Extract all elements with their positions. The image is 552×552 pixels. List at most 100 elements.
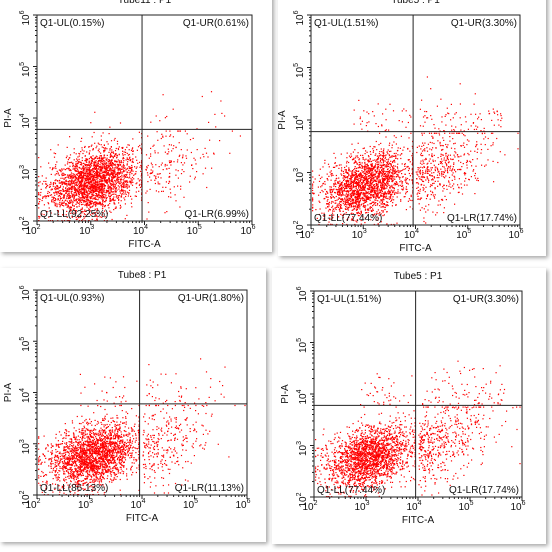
event-dot [118,162,121,164]
event-dot [354,195,356,197]
event-dot [382,169,384,171]
event-dot [81,157,83,159]
event-dot [130,181,132,183]
event-dot [381,173,383,175]
event-dot [364,172,366,174]
event-dot [122,156,124,159]
event-dot [103,190,105,192]
event-dot [43,214,45,216]
event-dot [332,205,334,207]
event-dot [401,183,403,185]
event-dot [95,173,97,175]
event-dot [345,186,347,188]
event-dot [435,147,437,149]
event-dot [125,174,127,176]
event-dot [92,180,94,182]
event-dot [139,179,141,181]
event-dot [123,181,125,183]
event-dot [348,175,350,177]
event-dot [100,157,102,160]
event-dot [341,191,344,193]
event-dot [338,192,340,194]
event-dot [50,173,52,175]
event-dot [431,167,433,169]
event-dot [379,181,382,183]
quadrant-label-ul: Q1-UL(0.15%) [40,18,104,29]
event-dot [110,153,112,155]
event-dot [372,194,374,196]
event-dot [383,188,386,190]
event-dot [379,181,381,183]
event-dot [219,140,221,142]
event-dot [81,167,83,169]
event-dot [171,150,173,152]
event-dot [103,176,105,178]
event-dot [360,175,362,177]
event-dot [82,184,84,186]
event-dot [397,189,399,191]
event-dot [454,151,456,153]
event-dot [434,132,436,134]
event-dot [364,165,366,167]
event-dot [97,173,99,175]
event-dot [120,170,122,173]
event-dot [75,181,77,183]
event-dot [377,223,379,225]
event-dot [399,171,401,173]
event-dot [330,173,332,175]
event-dot [367,188,369,191]
event-dot [355,198,357,200]
event-dot [135,167,137,169]
event-dot [116,155,118,157]
event-dot [69,176,72,178]
event-dot [338,216,340,218]
event-dot [370,160,373,163]
event-dot [102,168,104,170]
event-dot [437,204,439,206]
event-dot [86,179,88,181]
event-dot [102,171,104,173]
event-dot [73,205,75,207]
event-dot [365,193,367,195]
event-dot [360,210,362,212]
event-dot [378,192,380,194]
event-dot [439,141,441,143]
event-dot [380,203,382,205]
event-dot [185,155,187,157]
event-dot [417,174,419,176]
event-dot [384,175,386,177]
event-dot [370,164,373,166]
event-dot [397,147,399,149]
event-dot [340,153,342,155]
event-dot [377,175,379,178]
event-dot [372,214,374,216]
event-dot [385,165,387,167]
event-dot [110,162,112,164]
event-dot [106,141,108,143]
event-dot [400,157,402,160]
event-dot [158,191,160,193]
event-dot [105,170,107,172]
event-dot [83,169,85,171]
event-dot [116,172,118,174]
event-dot [377,194,379,196]
event-dot [378,162,380,164]
event-dot [136,166,138,168]
event-dot [374,180,376,182]
event-dot [89,206,91,208]
event-dot [106,174,108,176]
data-points [38,91,241,222]
event-dot [359,189,361,191]
event-dot [377,177,379,179]
event-dot [85,210,87,212]
event-dot [95,172,97,174]
event-dot [438,172,441,174]
event-dot [387,192,389,194]
event-dot [382,200,384,202]
event-dot [422,180,425,183]
event-dot [126,214,128,216]
event-dot [69,197,72,199]
event-dot [353,182,355,184]
event-dot [368,172,370,174]
event-dot [395,143,397,145]
